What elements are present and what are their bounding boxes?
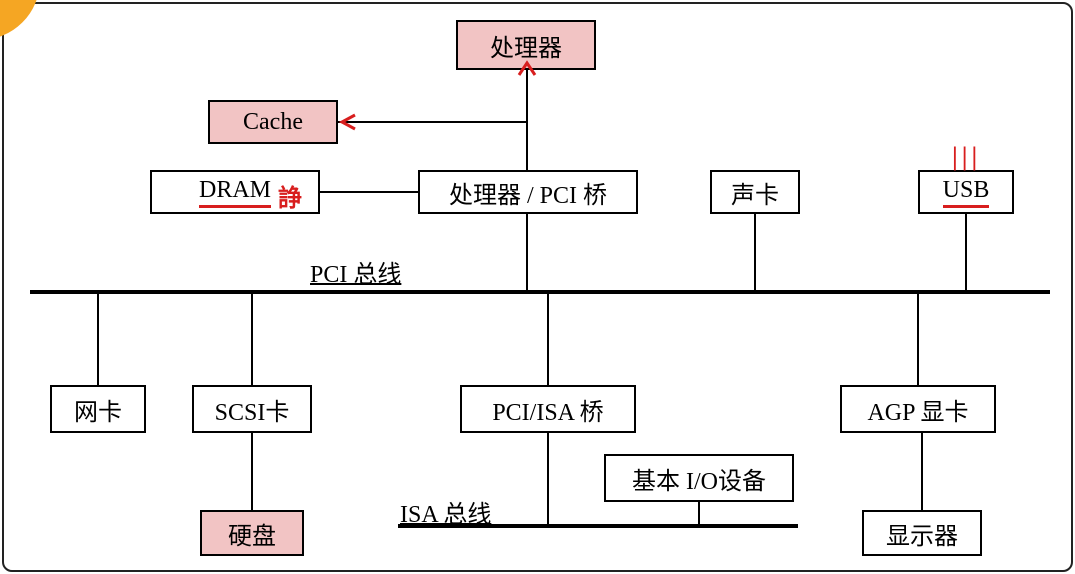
edge-processor-bridge: [526, 70, 528, 170]
corner-decoration: [0, 0, 40, 40]
edge-sound-pcibus: [754, 214, 756, 290]
edge-basicio-isabus: [698, 502, 700, 524]
node-dram: DRAM: [150, 170, 320, 214]
node-label: 基本 I/O设备: [632, 461, 766, 496]
node-label: DRAM: [199, 177, 271, 208]
edge-agp-monitor: [921, 433, 923, 510]
edge-dram-bridge: [320, 191, 418, 193]
node-label: Cache: [243, 109, 303, 136]
edge-pcibus-isabridge: [547, 294, 549, 385]
node-pci-isa-bridge: PCI/ISA 桥: [460, 385, 636, 433]
node-label: 硬盘: [228, 516, 276, 551]
node-label: 显示器: [886, 516, 958, 551]
node-agp: AGP 显卡: [840, 385, 996, 433]
node-label: AGP 显卡: [867, 392, 968, 427]
node-scsi: SCSI卡: [192, 385, 312, 433]
edge-cache-trunk: [338, 121, 528, 123]
node-usb: USB: [918, 170, 1014, 214]
edge-pcibus-scsi: [251, 294, 253, 385]
diagram-canvas: 处理器 Cache DRAM 处理器 / PCI 桥 声卡 USB 网卡 SCS…: [0, 0, 1075, 574]
node-label: 声卡: [731, 175, 779, 210]
anno-arrow-processor: [516, 60, 538, 78]
node-label: SCSI卡: [215, 392, 290, 427]
node-cache: Cache: [208, 100, 338, 144]
edge-isabridge-isabus: [547, 433, 549, 524]
node-basic-io: 基本 I/O设备: [604, 454, 794, 502]
edge-pcibus-agp: [917, 294, 919, 385]
node-label: USB: [943, 177, 990, 208]
pci-bus-line: [30, 290, 1050, 294]
isa-bus-line: [398, 524, 798, 528]
node-proc-pci-bridge: 处理器 / PCI 桥: [418, 170, 638, 214]
node-label: 处理器 / PCI 桥: [449, 175, 607, 210]
node-label: 处理器: [490, 28, 562, 63]
node-monitor: 显示器: [862, 510, 982, 556]
edge-pcibus-nic: [97, 294, 99, 385]
bus-label-text: PCI 总线: [310, 262, 401, 288]
node-label: PCI/ISA 桥: [492, 392, 603, 427]
anno-arrow-cache: [338, 112, 358, 132]
node-nic: 网卡: [50, 385, 146, 433]
edge-bridge-pcibus: [526, 214, 528, 290]
edge-usb-pcibus: [965, 214, 967, 290]
node-label: 网卡: [74, 392, 122, 427]
node-disk: 硬盘: [200, 510, 304, 556]
edge-scsi-disk: [251, 433, 253, 510]
node-sound-card: 声卡: [710, 170, 800, 214]
anno-usb-ticks: |||: [952, 142, 981, 172]
outer-frame: [2, 2, 1073, 572]
bus-label-pci: PCI 总线: [310, 254, 401, 289]
